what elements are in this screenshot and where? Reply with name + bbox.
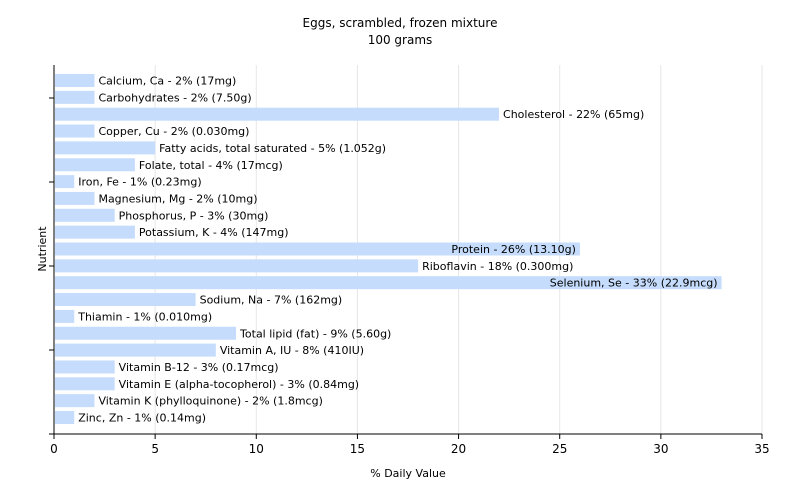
bar-label: Vitamin A, IU - 8% (410IU) bbox=[220, 344, 364, 357]
bar bbox=[55, 158, 135, 172]
bar bbox=[55, 242, 580, 256]
bar bbox=[55, 259, 419, 273]
bar-label: Zinc, Zn - 1% (0.14mg) bbox=[78, 412, 206, 425]
bar-label: Phosphorus, P - 3% (30mg) bbox=[119, 209, 269, 222]
bar-label: Folate, total - 4% (17mcg) bbox=[139, 159, 283, 172]
bar-label: Total lipid (fat) - 9% (5.60g) bbox=[239, 327, 391, 340]
bar bbox=[55, 309, 75, 323]
bar bbox=[55, 360, 115, 374]
bar bbox=[55, 326, 237, 340]
bar-label: Potassium, K - 4% (147mg) bbox=[139, 226, 289, 239]
x-axis-label: % Daily Value bbox=[370, 467, 446, 480]
bar-label: Vitamin K (phylloquinone) - 2% (1.8mcg) bbox=[98, 395, 322, 408]
bar bbox=[55, 276, 722, 290]
x-tick-label: 25 bbox=[552, 442, 567, 456]
bar bbox=[55, 377, 115, 391]
y-axis-label: Nutrient bbox=[36, 226, 49, 272]
x-tick-label: 0 bbox=[50, 442, 58, 456]
bar-label: Cholesterol - 22% (65mg) bbox=[503, 108, 644, 121]
bar bbox=[55, 343, 216, 357]
bar bbox=[55, 107, 500, 121]
x-tick-label: 15 bbox=[350, 442, 365, 456]
bar-label: Vitamin B-12 - 3% (0.17mcg) bbox=[119, 361, 279, 374]
bars bbox=[55, 74, 722, 424]
bar bbox=[55, 74, 95, 87]
bar-label: Carbohydrates - 2% (7.50g) bbox=[98, 91, 251, 104]
bar-label: Magnesium, Mg - 2% (10mg) bbox=[98, 192, 257, 205]
x-tick-label: 20 bbox=[451, 442, 466, 456]
bar-label: Copper, Cu - 2% (0.030mg) bbox=[98, 125, 249, 138]
bar bbox=[55, 394, 95, 408]
bar bbox=[55, 293, 196, 307]
chart-subtitle: 100 grams bbox=[368, 33, 433, 47]
bar bbox=[55, 124, 95, 138]
bar bbox=[55, 191, 95, 205]
bar-label: Sodium, Na - 7% (162mg) bbox=[200, 294, 343, 307]
y-axis-ticks bbox=[49, 97, 54, 435]
x-tick-label: 35 bbox=[754, 442, 769, 456]
x-tick-label: 30 bbox=[653, 442, 668, 456]
x-tick-label: 5 bbox=[151, 442, 159, 456]
bar-labels: Calcium, Ca - 2% (17mg) Carbohydrates - 2… bbox=[77, 75, 717, 425]
bar bbox=[55, 90, 95, 104]
bar-label: Protein - 26% (13.10g) bbox=[451, 243, 576, 256]
bar-label: Fatty acids, total saturated - 5% (1.052… bbox=[159, 142, 386, 155]
chart-title: Eggs, scrambled, frozen mixture bbox=[303, 16, 498, 30]
bar-label: Vitamin E (alpha-tocopherol) - 3% (0.84m… bbox=[119, 378, 359, 391]
bar-label: Selenium, Se - 33% (22.9mcg) bbox=[550, 277, 718, 290]
x-tick-label: 10 bbox=[249, 442, 264, 456]
bar-label: Iron, Fe - 1% (0.23mg) bbox=[78, 176, 201, 189]
bar bbox=[55, 225, 135, 239]
bar-label: Riboflavin - 18% (0.300mg) bbox=[422, 260, 573, 273]
bar bbox=[55, 208, 115, 222]
bar bbox=[55, 141, 156, 155]
bar bbox=[55, 175, 75, 189]
bar-label: Calcium, Ca - 2% (17mg) bbox=[98, 75, 236, 88]
x-axis-ticks: 0 5 10 15 20 25 30 35 bbox=[50, 434, 770, 456]
bar-label: Thiamin - 1% (0.010mg) bbox=[77, 310, 212, 323]
bar bbox=[55, 411, 75, 424]
